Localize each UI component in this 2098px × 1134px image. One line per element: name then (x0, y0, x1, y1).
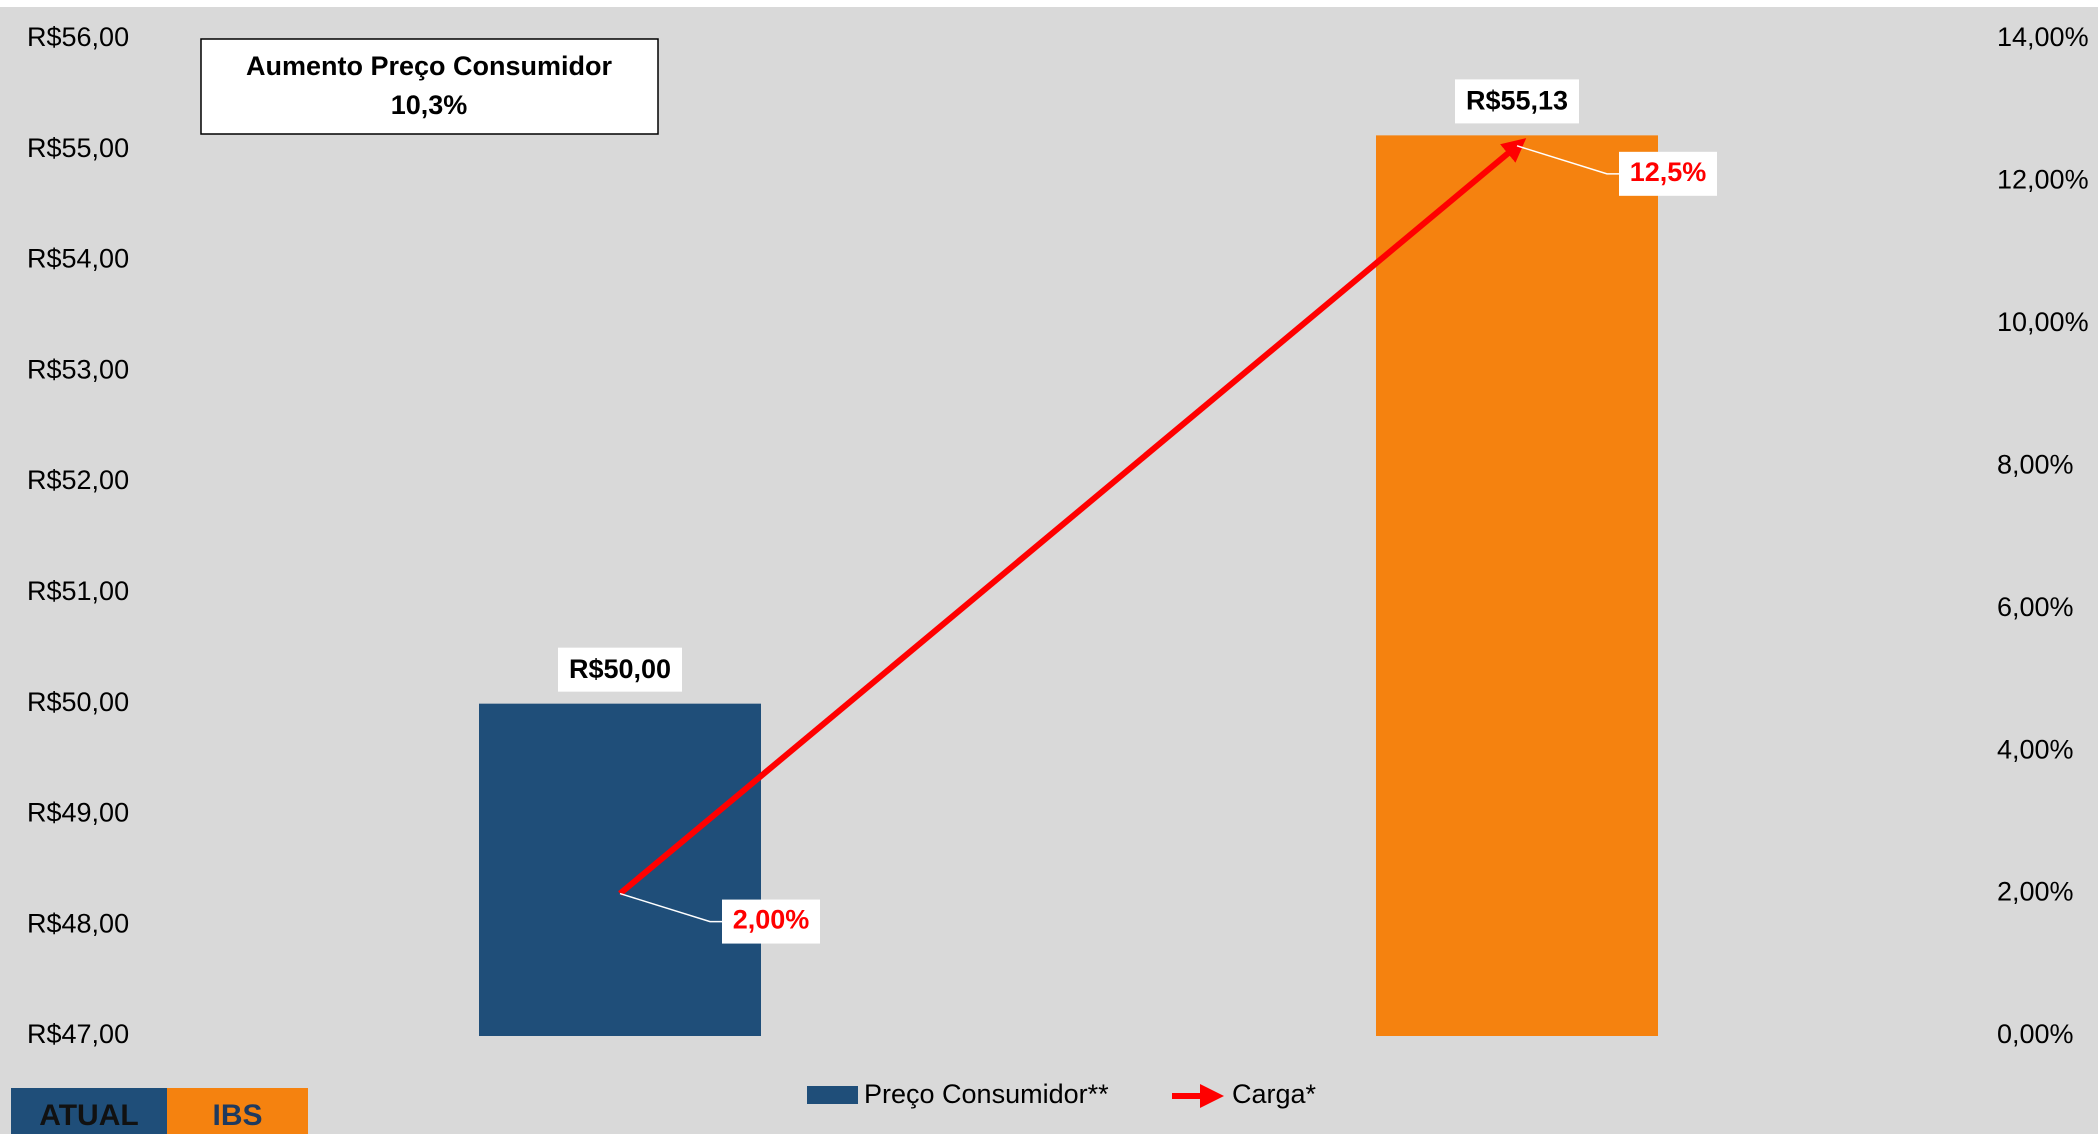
value-label: 2,00% (733, 905, 810, 935)
y2-tick-label: 6,00% (1997, 592, 2074, 622)
value-label: 12,5% (1630, 157, 1707, 187)
y-tick-label: R$48,00 (27, 908, 129, 938)
y-tick-label: R$50,00 (27, 687, 129, 717)
legend-label: Preço Consumidor** (864, 1079, 1109, 1109)
y2-tick-label: 14,00% (1997, 22, 2089, 52)
y-tick-label: R$54,00 (27, 244, 129, 274)
chart-background (0, 7, 2098, 1134)
value-label-box (558, 647, 682, 692)
value-label: R$50,00 (569, 654, 671, 684)
y-tick-label: R$51,00 (27, 576, 129, 606)
value-label-box (1455, 79, 1579, 124)
value-label-box (722, 899, 820, 944)
bar (479, 703, 761, 1036)
y-tick-label: R$56,00 (27, 22, 129, 52)
category-tab (11, 1088, 167, 1134)
line (618, 138, 1527, 896)
y-tick-label: R$52,00 (27, 465, 129, 495)
value-label: R$55,13 (1466, 86, 1568, 116)
annotation-value: 10,3% (391, 90, 468, 120)
bar (1376, 135, 1658, 1037)
annotation-box (200, 38, 659, 135)
category-tab (167, 1088, 308, 1134)
legend-label: Carga* (1232, 1079, 1317, 1109)
y-tick-label: R$47,00 (27, 1019, 129, 1049)
value-label-box (1619, 151, 1717, 196)
category-label: ATUAL (39, 1099, 138, 1132)
y2-tick-label: 4,00% (1997, 734, 2074, 764)
y-tick-label: R$55,00 (27, 133, 129, 163)
leader-line (619, 892, 724, 923)
y-tick-label: R$49,00 (27, 798, 129, 828)
y2-tick-label: 12,00% (1997, 165, 2089, 195)
annotation-title: Aumento Preço Consumidor (246, 51, 613, 81)
y2-tick-label: 8,00% (1997, 449, 2074, 479)
y2-tick-label: 2,00% (1997, 877, 2074, 907)
y2-tick-label: 0,00% (1997, 1019, 2074, 1049)
y-tick-label: R$53,00 (27, 354, 129, 384)
y2-tick-label: 10,00% (1997, 307, 2089, 337)
leader-line (1516, 145, 1621, 175)
category-label: IBS (212, 1099, 262, 1132)
legend-swatch (807, 1086, 858, 1104)
